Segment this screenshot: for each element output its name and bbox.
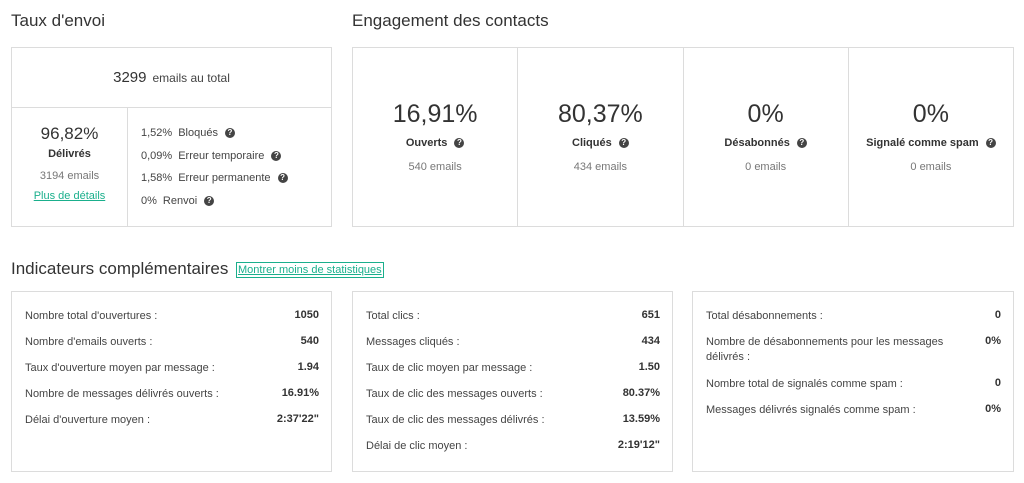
indicator-label: Total clics : xyxy=(366,310,420,322)
indicator-label: Nombre total de signalés comme spam : xyxy=(706,378,903,390)
indicator-row: Nombre total d'ouvertures : 1050 xyxy=(25,309,319,335)
question-circle-icon[interactable]: ? xyxy=(224,128,235,139)
indicator-value: 13.59% xyxy=(622,413,660,425)
indicator-value: 80.37% xyxy=(622,387,660,399)
indicator-label: Nombre de désabonnements pour les messag… xyxy=(706,336,944,363)
indicator-row: Total désabonnements : 0 xyxy=(706,309,1001,335)
unsubscribe-indicators-card: Total désabonnements : 0 Nombre de désabo… xyxy=(692,291,1014,472)
question-circle-icon[interactable]: ? xyxy=(271,150,282,161)
indicator-value: 434 xyxy=(641,335,660,347)
indicator-value: 1.50 xyxy=(638,361,660,373)
indicator-value: 540 xyxy=(300,335,319,347)
indicator-value: 0 xyxy=(994,309,1001,321)
delivery-title: Taux d'envoi xyxy=(11,11,105,30)
error-pct: 0% xyxy=(141,194,157,207)
error-pct: 1,52% xyxy=(141,127,173,140)
engagement-count: 434 emails xyxy=(573,161,627,173)
question-circle-icon[interactable]: ? xyxy=(277,173,288,184)
delivered-pct: 96,82% xyxy=(40,124,99,143)
indicator-row: Nombre d'emails ouverts : 540 xyxy=(25,335,319,361)
error-label: Renvoi xyxy=(162,194,198,207)
total-emails-row: 3299 emails au total xyxy=(12,48,331,108)
question-circle-icon[interactable]: ? xyxy=(204,195,215,206)
engagement-pct: 16,91% xyxy=(392,100,478,128)
delivered-label: Délivrés xyxy=(48,148,91,160)
engagement-label: Ouverts xyxy=(405,137,448,149)
engagement-spam: 0% Signalé comme spam? 0 emails xyxy=(849,48,1013,226)
engagement-count: 0 emails xyxy=(910,161,952,173)
indicator-row: Messages cliqués : 434 xyxy=(366,335,660,361)
indicator-label: Messages cliqués : xyxy=(366,336,460,348)
opens-indicators-card: Nombre total d'ouvertures : 1050 Nombre d… xyxy=(11,291,332,472)
engagement-count: 540 emails xyxy=(408,161,462,173)
indicator-row: Taux de clic des messages délivrés : 13.5… xyxy=(366,413,660,439)
delivered-block: 96,82% Délivrés 3194 emails Plus de déta… xyxy=(12,108,128,227)
indicator-value: 16.91% xyxy=(281,387,319,399)
indicator-value: 1.94 xyxy=(297,361,319,373)
indicator-value: 1050 xyxy=(294,309,319,321)
indicator-value: 651 xyxy=(641,309,660,321)
clicks-indicators-card: Total clics : 651 Messages cliqués : 434 T… xyxy=(352,291,673,472)
error-label: Bloqués xyxy=(178,127,218,140)
indicator-row: Taux de clic moyen par message : 1.50 xyxy=(366,361,660,387)
indicator-value: 2:19'12" xyxy=(617,439,660,451)
indicators-title: Indicateurs complémentaires xyxy=(11,259,229,278)
question-circle-icon[interactable]: ? xyxy=(618,138,629,148)
indicator-row: Taux d'ouverture moyen par message : 1.94 xyxy=(25,361,319,387)
indicator-label: Nombre total d'ouvertures : xyxy=(25,310,158,322)
indicator-label: Délai d'ouverture moyen : xyxy=(25,414,150,426)
total-emails-label: emails au total xyxy=(152,70,230,85)
engagement-card: 16,91% Ouverts? 540 emails 80,37% Cliqué… xyxy=(352,47,1014,227)
error-row-blocked: 1,52% Bloqués ? xyxy=(141,122,288,145)
indicator-value: 0% xyxy=(985,335,1001,347)
details-link[interactable]: Plus de détails xyxy=(33,190,106,202)
indicator-value: 0% xyxy=(985,403,1001,415)
indicator-value: 0 xyxy=(994,377,1001,389)
engagement-count: 0 emails xyxy=(745,161,787,173)
question-circle-icon[interactable]: ? xyxy=(454,138,465,148)
indicator-label: Taux de clic moyen par message : xyxy=(366,362,533,374)
show-less-stats-link[interactable]: Montrer moins de statistiques xyxy=(236,262,384,278)
indicator-label: Nombre de messages délivrés ouverts : xyxy=(25,388,219,400)
engagement-pct: 80,37% xyxy=(557,100,643,128)
error-pct: 1,58% xyxy=(141,172,173,185)
engagement-label: Désabonnés xyxy=(724,137,790,149)
indicator-row: Total clics : 651 xyxy=(366,309,660,335)
indicator-row: Délai d'ouverture moyen : 2:37'22" xyxy=(25,413,319,439)
indicator-value: 2:37'22" xyxy=(276,413,319,425)
total-emails-number: 3299 xyxy=(113,69,147,86)
engagement-title: Engagement des contacts xyxy=(352,11,549,30)
delivered-count: 3194 emails xyxy=(39,170,100,182)
delivery-card: 3299 emails au total 96,82% Délivrés 319… xyxy=(11,47,332,227)
indicator-label: Taux de clic des messages ouverts : xyxy=(366,388,543,400)
engagement-pct: 0% xyxy=(912,100,949,128)
indicator-row: Délai de clic moyen : 2:19'12" xyxy=(366,439,660,465)
indicator-label: Délai de clic moyen : xyxy=(366,440,468,452)
indicator-label: Nombre d'emails ouverts : xyxy=(25,336,153,348)
indicator-label: Taux d'ouverture moyen par message : xyxy=(25,362,215,374)
engagement-label: Cliqués xyxy=(572,137,612,149)
error-label: Erreur temporaire xyxy=(178,149,265,162)
indicator-label: Taux de clic des messages délivrés : xyxy=(366,414,545,426)
indicator-row: Nombre total de signalés comme spam : 0 xyxy=(706,377,1001,403)
error-row-resend: 0% Renvoi ? xyxy=(141,190,288,213)
engagement-opened: 16,91% Ouverts? 540 emails xyxy=(353,48,519,226)
indicator-row: Nombre de messages délivrés ouverts : 16.… xyxy=(25,387,319,413)
indicator-row: Taux de clic des messages ouverts : 80.37… xyxy=(366,387,660,413)
engagement-pct: 0% xyxy=(747,100,784,128)
indicator-row: Messages délivrés signalés comme spam : 0… xyxy=(706,403,1001,429)
engagement-clicked: 80,37% Cliqués? 434 emails xyxy=(518,48,684,226)
error-row-temporary: 0,09% Erreur temporaire ? xyxy=(141,145,288,168)
indicator-row: Nombre de désabonnements pour les messag… xyxy=(706,335,1001,377)
engagement-label: Signalé comme spam xyxy=(866,137,979,149)
error-pct: 0,09% xyxy=(141,149,173,162)
errors-list: 1,52% Bloqués ? 0,09% Erreur temporaire … xyxy=(128,108,288,227)
question-circle-icon[interactable]: ? xyxy=(985,138,996,148)
engagement-unsubscribed: 0% Désabonnés? 0 emails xyxy=(684,48,849,226)
indicator-label: Total désabonnements : xyxy=(706,310,823,322)
error-label: Erreur permanente xyxy=(178,172,271,185)
question-circle-icon[interactable]: ? xyxy=(796,138,807,148)
indicator-label: Messages délivrés signalés comme spam : xyxy=(706,404,916,416)
error-row-permanent: 1,58% Erreur permanente ? xyxy=(141,167,288,190)
